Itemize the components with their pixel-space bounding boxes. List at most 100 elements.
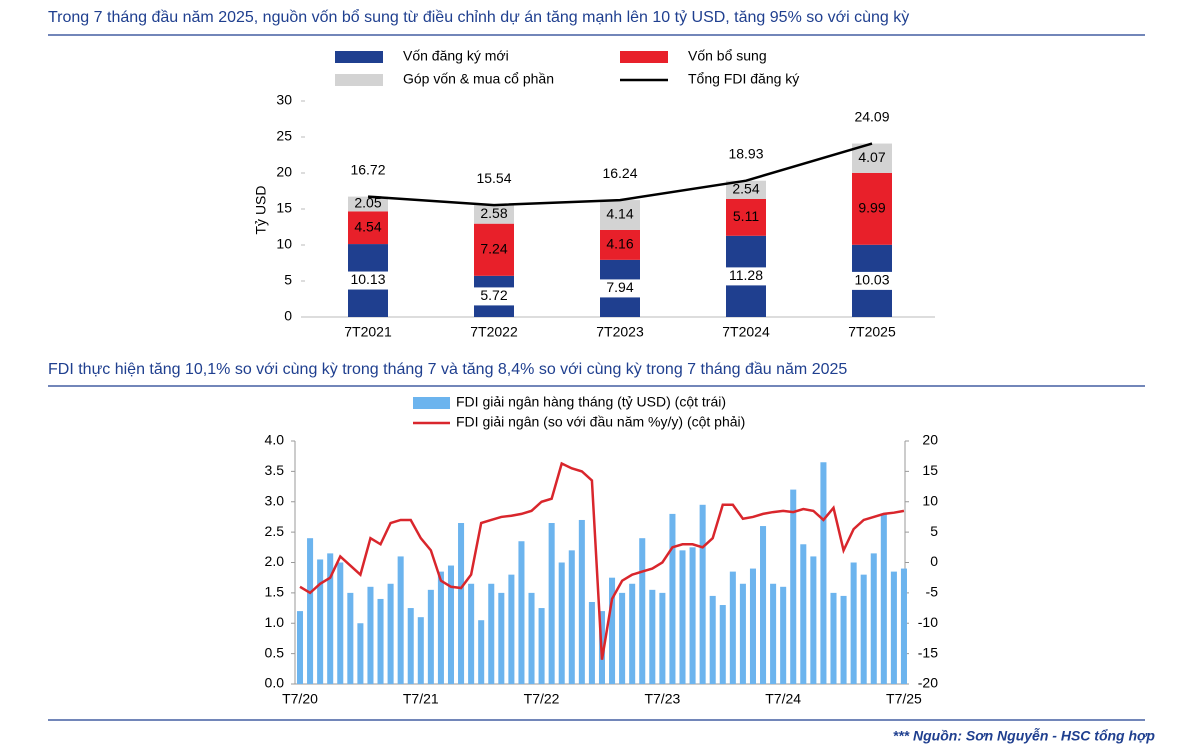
value-label: 10.13 (350, 271, 385, 287)
legend-label: FDI giải ngân (so với đầu năm %y/y) (cột… (456, 414, 745, 430)
x-tick-label: 7T2025 (848, 324, 896, 340)
bar (518, 541, 525, 684)
bar (538, 608, 545, 684)
legend-label: FDI giải ngân hàng tháng (tỷ USD) (cột t… (456, 394, 726, 410)
bar (850, 562, 857, 684)
bar (488, 583, 495, 684)
bar (689, 547, 696, 684)
bar (840, 595, 847, 684)
bar (296, 611, 304, 684)
y-tick-label: 0 (284, 308, 292, 324)
bar (649, 589, 656, 684)
legend-label: Tổng FDI đăng ký (688, 71, 799, 87)
bar (417, 617, 424, 684)
bar (659, 592, 666, 684)
value-label: 5.11 (733, 208, 759, 224)
bar (619, 592, 626, 684)
y2-tick-label: 0 (930, 553, 938, 569)
bar (458, 523, 465, 684)
y-axis-title: Tỷ USD (253, 186, 269, 235)
label-bg (850, 271, 894, 290)
bar-segment (474, 205, 514, 224)
value-label: 15.54 (476, 170, 511, 186)
bar-segment (474, 223, 514, 276)
bar (397, 556, 404, 684)
x-tick-label: T7/20 (282, 691, 318, 707)
value-label: 18.93 (728, 145, 763, 161)
value-label: 16.72 (350, 161, 385, 177)
y-tick-label: 2.0 (265, 553, 285, 569)
y-tick-label: 1.5 (265, 584, 285, 600)
value-label: 2.05 (354, 195, 381, 211)
bar (337, 562, 344, 684)
bar (468, 583, 475, 684)
value-label: 10.03 (854, 272, 889, 288)
y-tick-label: 1.0 (265, 614, 285, 630)
bar (629, 583, 636, 684)
bar (588, 601, 595, 684)
bar (548, 523, 555, 684)
bar-segment (600, 229, 640, 260)
bar (669, 513, 676, 684)
y-tick-label: 3.0 (265, 492, 285, 508)
bar (317, 559, 324, 684)
bar (528, 592, 535, 684)
y-tick-label: 5 (284, 272, 292, 288)
bar (749, 568, 756, 684)
y-tick-label: 0.0 (265, 675, 285, 691)
label-bg (598, 279, 642, 298)
x-tick-label: 7T2021 (344, 324, 392, 340)
label-bg (724, 267, 768, 286)
bar (780, 586, 787, 684)
bar (427, 589, 434, 684)
y2-tick-label: 5 (930, 523, 938, 539)
bar (478, 620, 485, 684)
bar (508, 574, 515, 684)
value-label: 4.07 (858, 149, 885, 165)
x-tick-label: 7T2024 (722, 324, 770, 340)
bar (860, 574, 867, 684)
value-label: 11.28 (729, 267, 763, 283)
x-tick-label: 7T2022 (470, 324, 518, 340)
section-title: Trong 7 tháng đầu năm 2025, nguồn vốn bổ… (48, 8, 909, 26)
x-tick-label: T7/25 (886, 691, 922, 707)
bar (719, 605, 726, 684)
bar (739, 583, 746, 684)
bar (679, 550, 686, 684)
value-label: 5.72 (480, 287, 507, 303)
label-bg (472, 287, 516, 306)
legend-label: Góp vốn & mua cổ phần (403, 71, 554, 87)
value-label: 4.14 (606, 206, 633, 222)
x-tick-label: T7/24 (765, 691, 801, 707)
bar (830, 592, 837, 684)
bar (820, 462, 827, 684)
bar (568, 550, 575, 684)
value-label: 7.24 (480, 240, 507, 256)
bar (437, 571, 444, 684)
bar (639, 538, 646, 684)
y2-tick-label: -10 (918, 614, 938, 630)
bar (307, 538, 314, 684)
bar-segment (348, 196, 388, 212)
y-tick-label: 3.5 (265, 462, 285, 478)
legend-swatch (335, 51, 383, 63)
y2-tick-label: 10 (922, 492, 938, 508)
bar (387, 583, 394, 684)
y-tick-label: 30 (276, 92, 292, 108)
y2-tick-label: -15 (918, 644, 938, 660)
y-tick-label: 2.5 (265, 523, 285, 539)
line (299, 461, 905, 660)
legend-label: Vốn đăng ký mới (403, 48, 509, 64)
bar (760, 526, 767, 684)
label-bg (346, 271, 390, 290)
value-label: 7.94 (606, 279, 633, 295)
bar-segment (348, 211, 388, 245)
bar (558, 562, 565, 684)
bar (870, 553, 877, 684)
bar (880, 513, 887, 684)
bar (890, 571, 897, 684)
bar (347, 592, 354, 684)
bar (407, 608, 414, 684)
value-label: 16.24 (602, 165, 637, 181)
bar (447, 565, 455, 684)
